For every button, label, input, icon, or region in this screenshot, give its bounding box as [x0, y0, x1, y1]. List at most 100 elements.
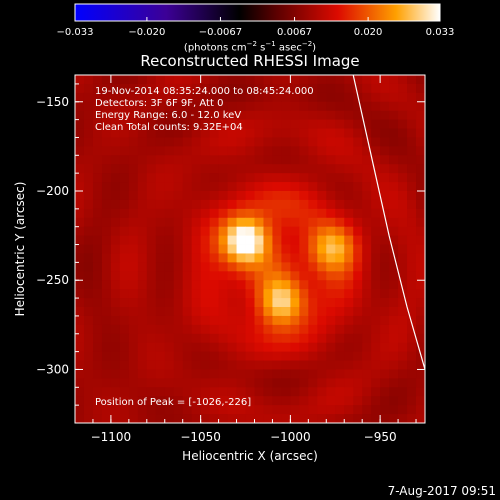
heatmap-cell	[371, 351, 381, 361]
heatmap-cell	[119, 110, 130, 121]
heatmap-cell	[92, 244, 103, 254]
heatmap-cell	[344, 226, 354, 237]
heatmap-cell	[128, 298, 139, 308]
heatmap-cell	[236, 387, 246, 397]
heatmap-cell	[236, 271, 246, 281]
heatmap-cell	[83, 253, 94, 263]
heatmap-cell	[263, 253, 273, 263]
heatmap-cell	[209, 378, 219, 388]
heatmap-cell	[146, 378, 157, 388]
heatmap-cell	[416, 298, 425, 308]
heatmap-cell	[254, 226, 264, 237]
heatmap-cell	[128, 396, 139, 406]
heatmap-cell	[137, 414, 148, 423]
heatmap-cell	[290, 199, 300, 210]
heatmap-cell	[416, 208, 425, 219]
heatmap-cell	[290, 307, 300, 317]
heatmap-cell	[254, 289, 264, 299]
heatmap-cell	[308, 280, 318, 290]
heatmap-cell	[146, 298, 157, 308]
heatmap-cell	[272, 333, 282, 344]
heatmap-cell	[92, 226, 103, 237]
heatmap-cell	[335, 75, 345, 85]
heatmap-cell	[128, 414, 139, 423]
heatmap-cell	[308, 164, 318, 174]
heatmap-cell	[191, 351, 202, 361]
heatmap-cell	[83, 235, 94, 245]
heatmap-cell	[407, 360, 417, 370]
heatmap-cell	[119, 83, 130, 94]
heatmap-cell	[416, 83, 425, 94]
heatmap-cell	[137, 75, 148, 85]
heatmap-cell	[272, 271, 282, 281]
heatmap-cell	[182, 280, 193, 290]
heatmap-cell	[83, 342, 94, 353]
heatmap-cell	[407, 271, 417, 281]
heatmap-cell	[236, 262, 246, 272]
heatmap-cell	[389, 83, 399, 94]
heatmap-cell	[119, 164, 130, 174]
heatmap-cell	[110, 324, 121, 335]
heatmap-cell	[326, 199, 336, 210]
heatmap-cell	[308, 307, 318, 317]
heatmap-cell	[254, 173, 264, 183]
heatmap-cell	[281, 146, 291, 156]
heatmap-cell	[317, 244, 327, 254]
heatmap-cell	[119, 137, 130, 147]
heatmap-cell	[227, 164, 237, 174]
heatmap-cell	[308, 83, 318, 94]
heatmap-cell	[146, 235, 157, 245]
heatmap-cell	[209, 387, 219, 397]
heatmap-cell	[83, 182, 94, 192]
heatmap-cell	[416, 333, 425, 344]
heatmap-cell	[416, 396, 425, 406]
heatmap-cell	[146, 253, 157, 263]
heatmap-cell	[137, 262, 148, 272]
heatmap-cell	[407, 324, 417, 335]
heatmap-cell	[407, 369, 417, 379]
heatmap-cell	[191, 289, 202, 299]
heatmap-cell	[173, 119, 184, 129]
heatmap-cell	[308, 173, 318, 183]
heatmap-cell	[236, 101, 246, 112]
heatmap-cell	[227, 83, 237, 94]
heatmap-cell	[164, 262, 175, 272]
heatmap-cell	[182, 208, 193, 219]
heatmap-cell	[245, 146, 255, 156]
heatmap-cell	[236, 342, 246, 353]
heatmap-cell	[155, 333, 166, 344]
heatmap-cell	[155, 217, 166, 228]
heatmap-cell	[218, 307, 228, 317]
heatmap-cell	[209, 405, 219, 415]
heatmap-cell	[272, 75, 282, 85]
heatmap-cell	[245, 280, 255, 290]
heatmap-cell	[245, 110, 255, 121]
heatmap-cell	[362, 173, 372, 183]
heatmap-cell	[218, 333, 228, 344]
heatmap-cell	[416, 128, 425, 138]
heatmap-cell	[182, 137, 193, 147]
heatmap-cell	[200, 226, 211, 237]
heatmap-cell	[200, 351, 211, 361]
heatmap-cell	[155, 75, 166, 85]
heatmap-cell	[317, 128, 327, 138]
heatmap-cell	[137, 119, 148, 129]
heatmap-cell	[245, 137, 255, 147]
heatmap-cell	[218, 146, 228, 156]
heatmap-cell	[182, 75, 193, 85]
heatmap-cell	[227, 235, 237, 245]
heatmap-cell	[344, 253, 354, 263]
heatmap-cell	[389, 307, 399, 317]
heatmap-cell	[389, 128, 399, 138]
heatmap-cell	[362, 351, 372, 361]
heatmap-cell	[146, 315, 157, 326]
heatmap-cell	[92, 253, 103, 263]
heatmap-cell	[263, 360, 273, 370]
heatmap-cell	[353, 244, 363, 254]
heatmap-cell	[281, 110, 291, 121]
heatmap-cell	[344, 280, 354, 290]
heatmap-cell	[155, 244, 166, 254]
heatmap-cell	[83, 369, 94, 379]
heatmap-cell	[407, 92, 417, 103]
heatmap-cell	[362, 75, 372, 85]
